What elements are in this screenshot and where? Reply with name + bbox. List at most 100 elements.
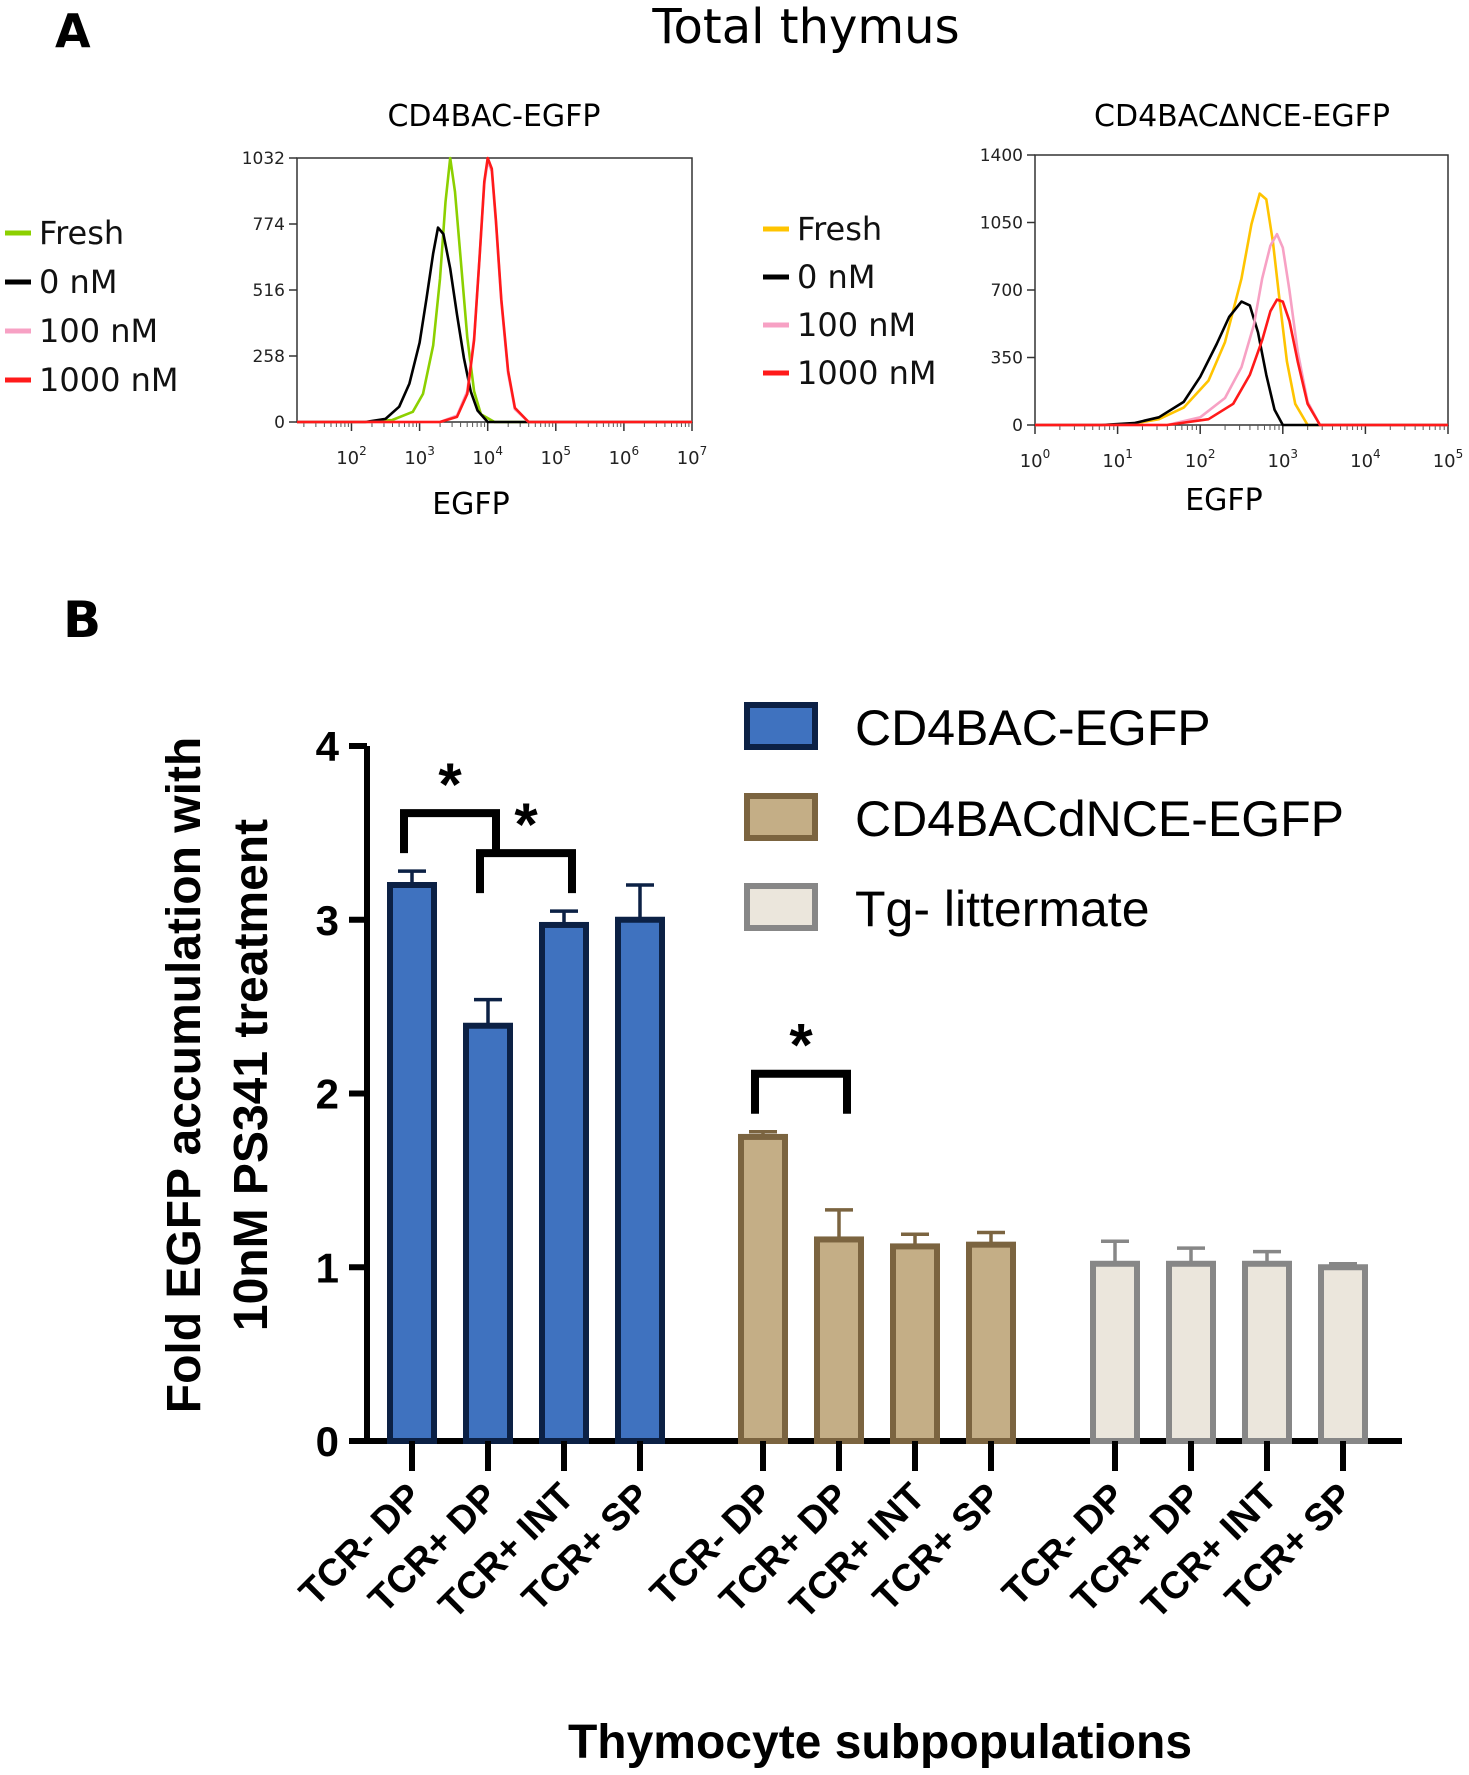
panel-a-letter: A	[55, 4, 91, 58]
legend-label: 100 nM	[797, 306, 916, 344]
bar-chart-ylabel-line1: Fold EGFP accumulation with	[158, 737, 211, 1414]
x-tick-base: 10	[1020, 451, 1043, 472]
histogram-left-legend: Fresh 0 nM 100 nM 1000 nM	[5, 214, 179, 399]
legend-label: 1000 nM	[797, 354, 937, 392]
bar-cd4bacdnce-egfp-tcr-dp	[814, 1236, 864, 1444]
legend-label: 100 nM	[39, 312, 158, 350]
x-tick-base: 10	[609, 448, 632, 469]
x-tick-exponent: 4	[1373, 447, 1381, 461]
x-tick-base: 10	[336, 448, 359, 469]
y-tick-label: 1400	[980, 146, 1023, 166]
x-tick-label: 102	[1185, 447, 1216, 472]
legend-swatch-tg-littermate	[744, 883, 818, 931]
x-tick-label: 105	[541, 444, 572, 469]
legend-label: Tg- littermate	[855, 881, 1150, 937]
series-1000-nm-line	[1035, 298, 1448, 427]
significance-asterisk: *	[789, 1012, 813, 1079]
series-fresh-line	[297, 156, 692, 424]
x-tick-base: 10	[1185, 451, 1208, 472]
x-tick-label: 106	[609, 444, 640, 469]
y-tick-label: 258	[253, 347, 285, 367]
bar-chart-ylabel-line2: 10nM PS341 treatment	[225, 819, 278, 1331]
x-tick-exponent: 2	[1208, 447, 1216, 461]
legend-label: 0 nM	[39, 263, 117, 301]
x-tick-label: 103	[404, 444, 435, 469]
legend-label: 0 nM	[797, 258, 875, 296]
series-1000-nm-line	[297, 156, 692, 424]
x-tick-base: 10	[1102, 451, 1125, 472]
x-tick-label: 100	[1020, 447, 1051, 472]
y-tick-label: 516	[253, 281, 285, 301]
bar-tg-littermate-tcr-int	[1242, 1260, 1292, 1445]
bar-cd4bac-egfp-tcr-dp	[463, 1022, 513, 1445]
bar-cd4bac-egfp-tcr-dp	[387, 882, 437, 1444]
histogram-right-frame	[1034, 154, 1449, 426]
series-100-nm-line	[1035, 232, 1448, 427]
x-tick-base: 10	[472, 448, 495, 469]
x-tick-exponent: 7	[700, 444, 708, 458]
x-tick-label: 105	[1433, 447, 1464, 472]
significance-bracket	[751, 1069, 851, 1114]
bar-cd4bacdnce-egfp-tcr-sp	[966, 1241, 1016, 1444]
bar-cd4bacdnce-egfp-tcr-int	[890, 1243, 940, 1445]
y-tick-label: 3	[316, 897, 339, 944]
legend-label: CD4BAC-EGFP	[855, 700, 1211, 756]
bar-chart-xlabel: Thymocyte subpopulations	[568, 1716, 1192, 1769]
legend-swatch-cd4bac-egfp	[744, 702, 818, 750]
y-tick-label: 1	[316, 1244, 339, 1291]
histogram-right-xlabel: EGFP	[1185, 483, 1263, 518]
x-tick-label: 101	[1102, 447, 1133, 472]
histogram-right-legend: Fresh 0 nM 100 nM 1000 nM	[763, 210, 937, 392]
x-tick-exponent: 3	[427, 444, 435, 458]
significance-asterisk: *	[514, 791, 538, 858]
legend-label: CD4BACdNCE-EGFP	[855, 791, 1344, 847]
histogram-left-xlabel: EGFP	[432, 487, 510, 522]
series-fresh-line	[1035, 192, 1448, 427]
x-tick-exponent: 5	[563, 444, 571, 458]
legend-label: Fresh	[39, 214, 124, 252]
x-tick-exponent: 6	[632, 444, 640, 458]
y-tick-label: 0	[274, 413, 285, 433]
y-tick-label: 774	[253, 215, 285, 235]
y-tick-label: 1032	[242, 149, 285, 169]
x-tick-base: 10	[1350, 451, 1373, 472]
x-tick-exponent: 2	[359, 444, 367, 458]
x-tick-label: 104	[1350, 447, 1381, 472]
x-tick-exponent: 4	[495, 444, 503, 458]
panel-b-letter: B	[63, 591, 101, 649]
series-0-nm-line	[297, 226, 692, 424]
x-tick-exponent: 1	[1125, 447, 1133, 461]
y-tick-label: 350	[991, 349, 1023, 369]
significance-asterisk: *	[438, 751, 462, 818]
y-tick-label: 700	[991, 281, 1023, 301]
x-tick-exponent: 5	[1456, 447, 1464, 461]
bar-cd4bacdnce-egfp-tcr-dp	[738, 1133, 788, 1444]
bar-chart-b: Fold EGFP accumulation with 10nM PS341 t…	[158, 700, 1402, 1769]
x-tick-base: 10	[677, 448, 700, 469]
significance-bracket	[476, 849, 576, 894]
bar-tg-littermate-tcr-dp	[1166, 1260, 1216, 1445]
y-tick-label: 0	[1012, 416, 1023, 436]
x-tick-label: 103	[1268, 447, 1299, 472]
bar-tg-littermate-tcr-sp	[1318, 1264, 1368, 1444]
legend-label: 1000 nM	[39, 361, 179, 399]
x-tick-base: 10	[404, 448, 427, 469]
x-tick-label: 102	[336, 444, 367, 469]
significance-bracket	[400, 809, 500, 854]
x-tick-label: 107	[677, 444, 708, 469]
series-0-nm-line	[1035, 300, 1448, 427]
x-tick-base: 10	[1433, 451, 1456, 472]
x-tick-base: 10	[541, 448, 564, 469]
bar-tg-littermate-tcr-dp	[1090, 1260, 1140, 1445]
y-tick-label: 0	[316, 1418, 339, 1465]
x-tick-exponent: 0	[1043, 447, 1051, 461]
x-tick-exponent: 3	[1290, 447, 1298, 461]
histogram-left-title: CD4BAC-EGFP	[387, 99, 600, 134]
legend-swatch-cd4bacdnce-egfp	[744, 793, 818, 841]
panel-a-title: Total thymus	[651, 0, 959, 55]
legend-label: Fresh	[797, 210, 882, 248]
x-tick-label: 104	[472, 444, 503, 469]
